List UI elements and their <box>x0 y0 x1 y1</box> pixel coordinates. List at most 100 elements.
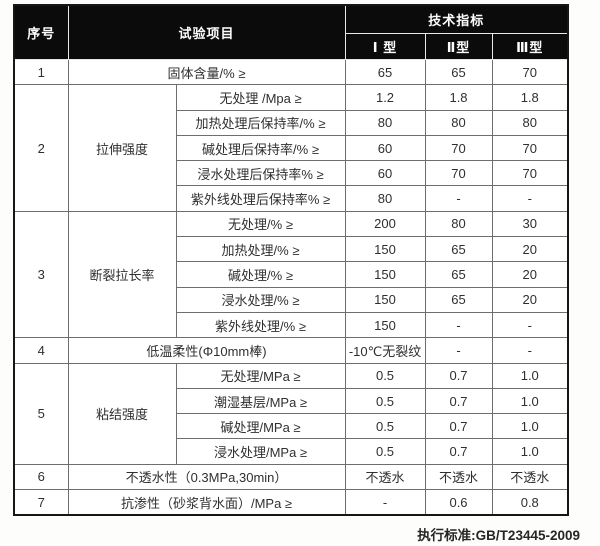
table-row: 5 粘结强度 无处理/MPa ≥ 0.5 0.7 1.0 <box>13 362 569 465</box>
value-cell: 不透水 <box>491 463 569 491</box>
value-cell: 200 <box>344 210 426 238</box>
value-cell: 0.6 <box>424 489 493 516</box>
value-cell: 0.7 <box>424 362 493 389</box>
group-cell: 粘结强度 <box>67 362 177 465</box>
table-row: 4 低温柔性(Φ10mm棒) -10℃无裂纹 - - <box>13 337 569 364</box>
header-tech-spec: 技术指标 <box>344 4 569 34</box>
value-cell: 150 <box>344 286 426 313</box>
value-cell: 150 <box>344 236 426 263</box>
table-row: 浸水处理/% ≥ 150 65 20 <box>14 286 569 313</box>
item-cell: 抗渗性（砂浆背水面）/MPa ≥ <box>67 489 346 516</box>
value-cell: 80 <box>424 210 493 238</box>
seq-cell: 2 <box>13 84 69 212</box>
sub-item-cell: 无处理 /Mpa ≥ <box>175 84 346 111</box>
table-row: 浸水处理/MPa ≥ 0.5 0.7 1.0 <box>14 438 569 465</box>
value-cell: 60 <box>344 134 426 162</box>
table-row: 1 固体含量/% ≥ 65 65 70 <box>13 58 569 86</box>
group-cell: 断裂拉长率 <box>67 210 177 339</box>
table-row: 碱处理/MPa ≥ 0.5 0.7 1.0 <box>14 413 569 440</box>
value-cell: 0.5 <box>344 387 426 415</box>
value-cell: 150 <box>344 261 426 288</box>
value-cell: - <box>491 337 569 364</box>
value-cell: 0.5 <box>344 438 426 465</box>
table-header: 序号 试验项目 技术指标 Ⅰ 型 Ⅱ型 Ⅲ型 <box>13 4 569 60</box>
value-cell: 80 <box>344 109 426 136</box>
value-cell: 65 <box>424 236 493 263</box>
value-cell: 不透水 <box>344 463 426 491</box>
sub-item-cell: 紫外线处理/% ≥ <box>175 311 346 339</box>
value-cell: 70 <box>491 134 569 162</box>
value-cell: 0.7 <box>424 413 493 440</box>
group-cell: 拉伸强度 <box>67 84 177 212</box>
sub-item-cell: 浸水处理/% ≥ <box>175 286 346 313</box>
item-cell: 低温柔性(Φ10mm棒) <box>67 337 346 364</box>
value-cell: 1.0 <box>491 362 569 389</box>
value-cell: 0.7 <box>424 438 493 465</box>
header-test-item: 试验项目 <box>67 4 346 60</box>
value-cell: 65 <box>344 58 426 86</box>
value-cell: 0.8 <box>491 489 569 516</box>
value-cell: 70 <box>491 58 569 86</box>
table-row: 紫外线处理后保持率% ≥ 80 - - <box>14 185 569 212</box>
table-row: 3 断裂拉长率 无处理/% ≥ 200 80 30 <box>13 210 569 339</box>
value-cell: 70 <box>491 160 569 187</box>
seq-cell: 7 <box>13 489 69 516</box>
table-row: 浸水处理后保持率% ≥ 60 70 70 <box>14 160 569 187</box>
value-cell: 150 <box>344 311 426 339</box>
header-type-3: Ⅲ型 <box>491 33 569 60</box>
value-cell: - <box>491 185 569 212</box>
sub-item-cell: 无处理/% ≥ <box>175 210 346 238</box>
value-cell: 0.5 <box>344 413 426 440</box>
standard-note: 执行标准:GB/T23445-2009 <box>26 516 580 544</box>
header-type-1: Ⅰ 型 <box>344 33 426 60</box>
item-cell: 不透水性（0.3MPa,30min） <box>67 463 346 491</box>
value-cell: 70 <box>424 134 493 162</box>
value-cell: 70 <box>424 160 493 187</box>
seq-cell: 6 <box>13 463 69 491</box>
value-cell: 65 <box>424 286 493 313</box>
standard-note-text: 执行标准:GB/T23445-2009 <box>417 528 580 544</box>
sub-item-cell: 浸水处理/MPa ≥ <box>175 438 346 465</box>
value-cell: - <box>424 337 493 364</box>
table-row: 碱处理后保持率/% ≥ 60 70 70 <box>14 134 569 162</box>
value-cell: 1.0 <box>491 387 569 415</box>
value-cell: - <box>344 489 426 516</box>
value-cell: 80 <box>344 185 426 212</box>
spec-table: 序号 试验项目 技术指标 Ⅰ 型 Ⅱ型 Ⅲ型 1 固体含量/% ≥ 65 65 … <box>13 4 570 517</box>
sub-item-cell: 加热处理后保持率/% ≥ <box>175 109 346 136</box>
value-cell: 0.5 <box>344 362 426 389</box>
sub-item-cell: 碱处理后保持率/% ≥ <box>175 134 346 162</box>
sub-item-cell: 碱处理/MPa ≥ <box>175 413 346 440</box>
seq-cell: 5 <box>13 362 69 465</box>
value-cell: 80 <box>491 109 569 136</box>
item-cell: 固体含量/% ≥ <box>67 58 346 86</box>
sub-item-cell: 无处理/MPa ≥ <box>175 362 346 389</box>
table-row: 加热处理后保持率/% ≥ 80 80 80 <box>14 109 569 136</box>
value-cell: 30 <box>491 210 569 238</box>
table-row: 6 不透水性（0.3MPa,30min） 不透水 不透水 不透水 <box>13 463 569 491</box>
value-cell: 65 <box>424 261 493 288</box>
value-cell: 1.2 <box>344 84 426 111</box>
value-cell: 60 <box>344 160 426 187</box>
value-cell: 65 <box>424 58 493 86</box>
header-seq: 序号 <box>13 4 69 60</box>
sub-item-cell: 加热处理/% ≥ <box>175 236 346 263</box>
value-cell: -10℃无裂纹 <box>344 337 426 364</box>
value-cell: - <box>424 311 493 339</box>
value-cell: 20 <box>491 236 569 263</box>
value-cell: 0.7 <box>424 387 493 415</box>
sub-item-cell: 浸水处理后保持率% ≥ <box>175 160 346 187</box>
value-cell: 20 <box>491 261 569 288</box>
seq-cell: 1 <box>13 58 69 86</box>
table-row: 2 拉伸强度 无处理 /Mpa ≥ 1.2 1.8 1.8 <box>13 84 569 212</box>
sub-item-cell: 紫外线处理后保持率% ≥ <box>175 185 346 212</box>
seq-cell: 4 <box>13 337 69 364</box>
header-type-2: Ⅱ型 <box>424 33 493 60</box>
value-cell: 1.0 <box>491 438 569 465</box>
value-cell: - <box>491 311 569 339</box>
table-row: 加热处理/% ≥ 150 65 20 <box>14 236 569 263</box>
sub-item-cell: 碱处理/% ≥ <box>175 261 346 288</box>
value-cell: 1.8 <box>491 84 569 111</box>
value-cell: 1.8 <box>424 84 493 111</box>
